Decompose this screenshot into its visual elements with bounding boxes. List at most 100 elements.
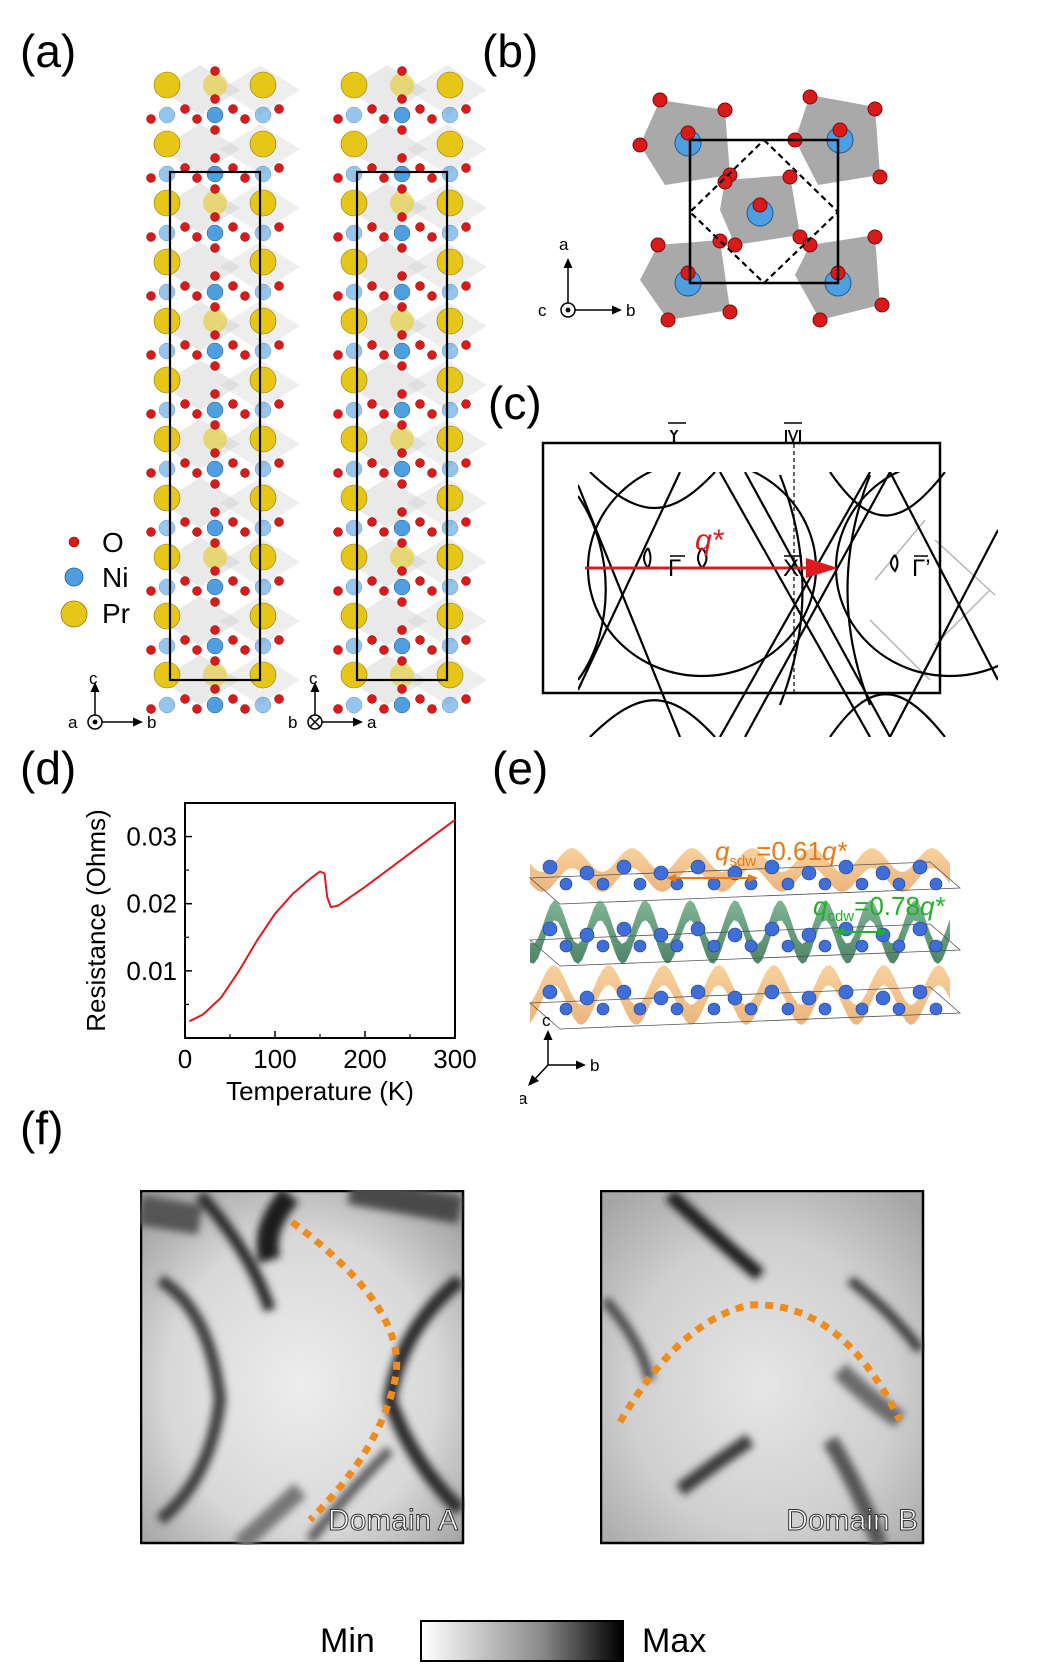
o-atom (397, 420, 407, 430)
pr-atom (153, 602, 181, 630)
pr-atom (153, 189, 181, 217)
ni-atom (912, 859, 928, 875)
ni-atom (254, 224, 272, 242)
svg-text:b: b (590, 1056, 599, 1075)
pr-atom (436, 543, 464, 571)
top-view-structure (632, 89, 890, 328)
o-atom (397, 271, 407, 281)
panel-label-f: (f) (20, 1102, 64, 1154)
pr-atom (203, 191, 227, 215)
ni-atom (616, 921, 632, 937)
o-atom (180, 104, 190, 114)
o-atom (210, 94, 220, 104)
o-atom (228, 104, 238, 114)
ni-atom (559, 1002, 573, 1016)
o-atom (192, 527, 202, 537)
label-Gamma-prime: Γ’ (912, 555, 931, 582)
octahedron (160, 124, 240, 174)
o-atom (427, 527, 437, 537)
layer-middle-cdw (528, 900, 962, 967)
pr-atom (249, 71, 277, 99)
ni-atom (801, 927, 817, 943)
pr-atom (153, 248, 181, 276)
o-atom (210, 448, 220, 458)
wave-ribbon (530, 900, 950, 964)
o-atom (397, 538, 407, 548)
axes-triad-a-left: c a b (68, 672, 156, 732)
y-tick-label: 0.03 (126, 822, 177, 852)
o-atom (240, 468, 250, 478)
ni-atom (727, 927, 743, 943)
pr-atom (340, 248, 368, 276)
pr-atom (203, 663, 227, 687)
ni-atom (158, 460, 176, 478)
x-tick-label: 300 (433, 1044, 476, 1074)
o-atom (274, 458, 284, 468)
pr-atom (390, 427, 414, 451)
o-atom (379, 173, 389, 183)
crystal-structure-right (333, 65, 487, 714)
ni-atom (838, 859, 854, 875)
o-atom (397, 66, 407, 76)
o-atom (180, 517, 190, 527)
ni-atom (707, 939, 721, 953)
o-atom (210, 330, 220, 340)
o-atom (333, 704, 343, 714)
ni-atom (838, 984, 854, 1000)
o-atom (415, 222, 425, 232)
ni-atom (254, 401, 272, 419)
o-atom (240, 173, 250, 183)
ni-atom (393, 578, 411, 596)
ni-atom (206, 696, 224, 714)
domain-a-map: Domain A (140, 1190, 465, 1545)
ni-atom (764, 859, 780, 875)
panel-label-d: (d) (20, 742, 77, 794)
pr-atom (249, 130, 277, 158)
ni-atom (727, 990, 743, 1006)
ni-atom (764, 921, 780, 937)
o-atom (192, 173, 202, 183)
ni-atom (206, 165, 224, 183)
ni-atom (441, 283, 459, 301)
o-atom (427, 704, 437, 714)
ni-atom (393, 342, 411, 360)
legend-ni-label: Ni (102, 562, 128, 593)
o-atom (333, 409, 343, 419)
o-atom (192, 291, 202, 301)
octahedron (347, 596, 427, 646)
ni-atom (855, 1002, 869, 1016)
pr-atom (390, 73, 414, 97)
o-atom (461, 222, 471, 232)
colorbar-min-label: Min (320, 1622, 375, 1660)
o-atom (240, 232, 250, 242)
q-cdw-label: qcdw=0.78q* (813, 891, 945, 925)
o-atom (367, 399, 377, 409)
o-atom (192, 704, 202, 714)
pr-atom (436, 425, 464, 453)
pr-atom (153, 71, 181, 99)
o-atom (397, 656, 407, 666)
o-atom (461, 576, 471, 586)
o-atom (274, 104, 284, 114)
ni-atom (579, 865, 595, 881)
ni-atom (912, 984, 928, 1000)
domain-a-bands (140, 1190, 465, 1545)
o-atom (180, 222, 190, 232)
o-atom (228, 399, 238, 409)
pr-atom (249, 366, 277, 394)
ni-atom (441, 519, 459, 537)
o-atom (180, 281, 190, 291)
o-atom (274, 517, 284, 527)
legend-pr-marker (60, 600, 88, 628)
ni-atom (542, 921, 558, 937)
ni-atom (744, 939, 758, 953)
q-sdw-label: qsdw=0.61q* (715, 836, 847, 870)
x-tick-label: 0 (178, 1044, 192, 1074)
colorbar (420, 1620, 624, 1662)
ni-atom (670, 1002, 684, 1016)
ni-atom (158, 637, 176, 655)
ni-atom (206, 224, 224, 242)
ni-atom (345, 460, 363, 478)
o-atom (180, 576, 190, 586)
ni-atom (579, 927, 595, 943)
